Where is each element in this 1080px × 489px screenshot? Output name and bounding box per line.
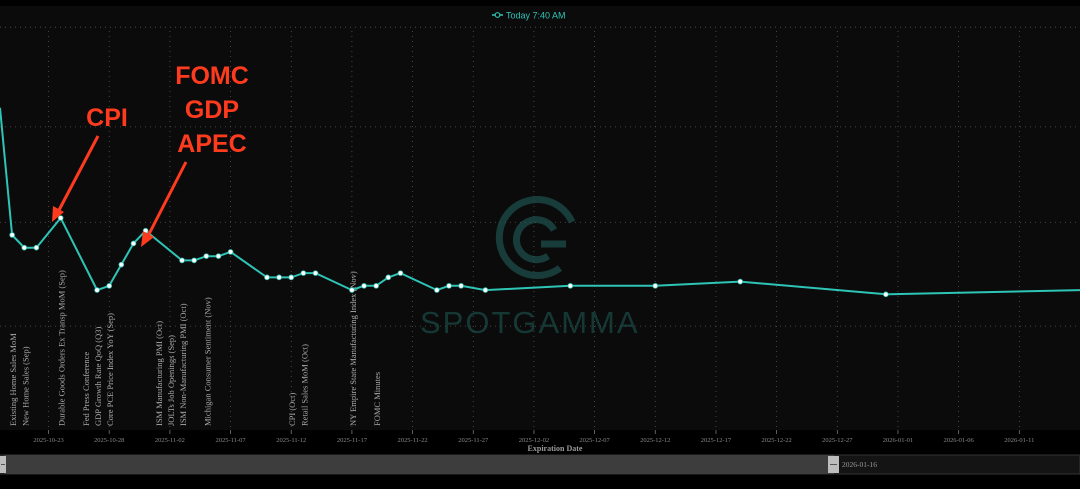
x-tick-label: 2025-11-02	[155, 437, 185, 444]
event-label: CPI (Oct)	[287, 393, 297, 426]
x-tick-label: 2025-11-07	[216, 437, 247, 444]
range-selected-region[interactable]	[4, 455, 834, 474]
annotation-label: APEC	[177, 130, 246, 158]
arrow-fomc	[146, 161, 188, 237]
data-point	[567, 283, 574, 289]
x-axis-label: Expiration Date	[528, 444, 583, 453]
series-today	[0, 107, 1080, 298]
data-point	[434, 287, 440, 293]
data-point	[21, 244, 28, 251]
range-end-label: 2026-01-16	[842, 460, 877, 469]
x-tick-label: 2025-12-12	[640, 437, 670, 444]
data-point	[737, 278, 744, 285]
data-point	[300, 270, 307, 276]
event-label: New Home Sales (Sep)	[20, 346, 30, 426]
x-tick-label: 2025-11-27	[458, 437, 489, 444]
data-point	[288, 274, 295, 281]
data-point	[118, 261, 125, 268]
event-label: Core PCE Price Index YoY (Sep)	[105, 313, 115, 426]
data-point	[373, 283, 379, 289]
data-point	[179, 257, 185, 264]
data-point	[57, 215, 64, 221]
event-label: Retail Sales MoM (Oct)	[299, 344, 309, 426]
event-label: Michigan Consumer Sentiment (Nov)	[202, 297, 212, 426]
data-point	[385, 274, 392, 281]
data-point	[652, 283, 659, 289]
arrow-cpi	[56, 135, 100, 213]
line-marker-icon	[492, 12, 503, 18]
annotation-arrows	[52, 135, 188, 247]
data-point	[215, 253, 222, 259]
data-point	[397, 270, 404, 276]
event-label: Existing Home Sales MoM	[8, 333, 18, 426]
arrowhead-fomc	[141, 231, 154, 247]
x-tick-label: 2026-01-06	[943, 437, 974, 444]
event-label: FOMC Minutes	[372, 372, 382, 426]
data-point	[276, 274, 282, 281]
event-label: JOLTs Job Openings (Sep)	[166, 335, 176, 426]
data-point	[446, 283, 452, 289]
data-point	[264, 274, 270, 281]
annotation-label: GDP	[185, 96, 239, 124]
x-tick-label: 2025-12-27	[822, 437, 853, 444]
arrowhead-cpi	[52, 206, 64, 222]
x-tick-label: 2025-11-17	[337, 437, 368, 444]
series-line	[0, 107, 1080, 296]
data-point	[883, 291, 889, 298]
data-point	[130, 240, 137, 247]
data-point	[191, 257, 197, 264]
event-label: ISM Manufacturing PMI (Oct)	[154, 321, 164, 426]
event-label: ISM Non-Manufacturing PMI (Oct)	[178, 303, 188, 426]
data-point	[349, 287, 355, 293]
x-tick-label: 2025-12-17	[701, 437, 732, 444]
event-label: Fed Press Conference	[81, 352, 91, 426]
x-tick-label: 2025-10-28	[94, 437, 124, 444]
legend[interactable]: Today 7:40 AM	[492, 11, 566, 21]
event-label: NY Empire State Manufacturing Index (Nov…	[348, 271, 358, 426]
legend-label: Today 7:40 AM	[506, 11, 566, 21]
spotgamma-logo-icon	[495, 196, 576, 279]
annotation-label: CPI	[86, 104, 128, 132]
event-label: Durable Goods Orders Ex Transp MoM (Sep)	[57, 270, 67, 426]
data-point	[227, 249, 234, 255]
data-point	[361, 283, 367, 289]
data-point	[106, 283, 113, 289]
data-point	[33, 244, 40, 251]
x-tick-label: 2025-11-12	[276, 437, 306, 444]
range-selector[interactable]: 2026-01-16	[0, 454, 1080, 475]
data-point	[482, 287, 489, 293]
annotations: CPI FOMC GDP APEC	[86, 62, 249, 158]
x-tick-label: 2026-01-01	[883, 437, 913, 444]
data-point	[94, 287, 100, 293]
annotation-label: FOMC	[175, 62, 249, 90]
x-axis-ticks: 2025-10-23 2025-10-28 2025-11-02 2025-11-07…	[33, 430, 1034, 444]
x-tick-label: 2025-12-02	[519, 437, 549, 444]
spotgamma-watermark: SPOTGAMMA	[420, 196, 640, 340]
event-label: GDP Growth Rate QoQ (Q3)	[93, 327, 103, 426]
data-point	[312, 270, 319, 276]
watermark-text: SPOTGAMMA	[420, 305, 640, 340]
x-tick-label: 2025-12-22	[761, 437, 791, 444]
x-tick-label: 2026-01-11	[1004, 437, 1034, 444]
x-tick-label: 2025-11-22	[398, 437, 428, 444]
data-point	[203, 253, 210, 259]
event-labels: Existing Home Sales MoM New Home Sales (S…	[8, 270, 382, 426]
x-tick-label: 2025-12-07	[579, 437, 610, 444]
x-tick-label: 2025-10-23	[33, 437, 63, 444]
data-point	[9, 232, 15, 238]
data-point	[458, 283, 464, 289]
